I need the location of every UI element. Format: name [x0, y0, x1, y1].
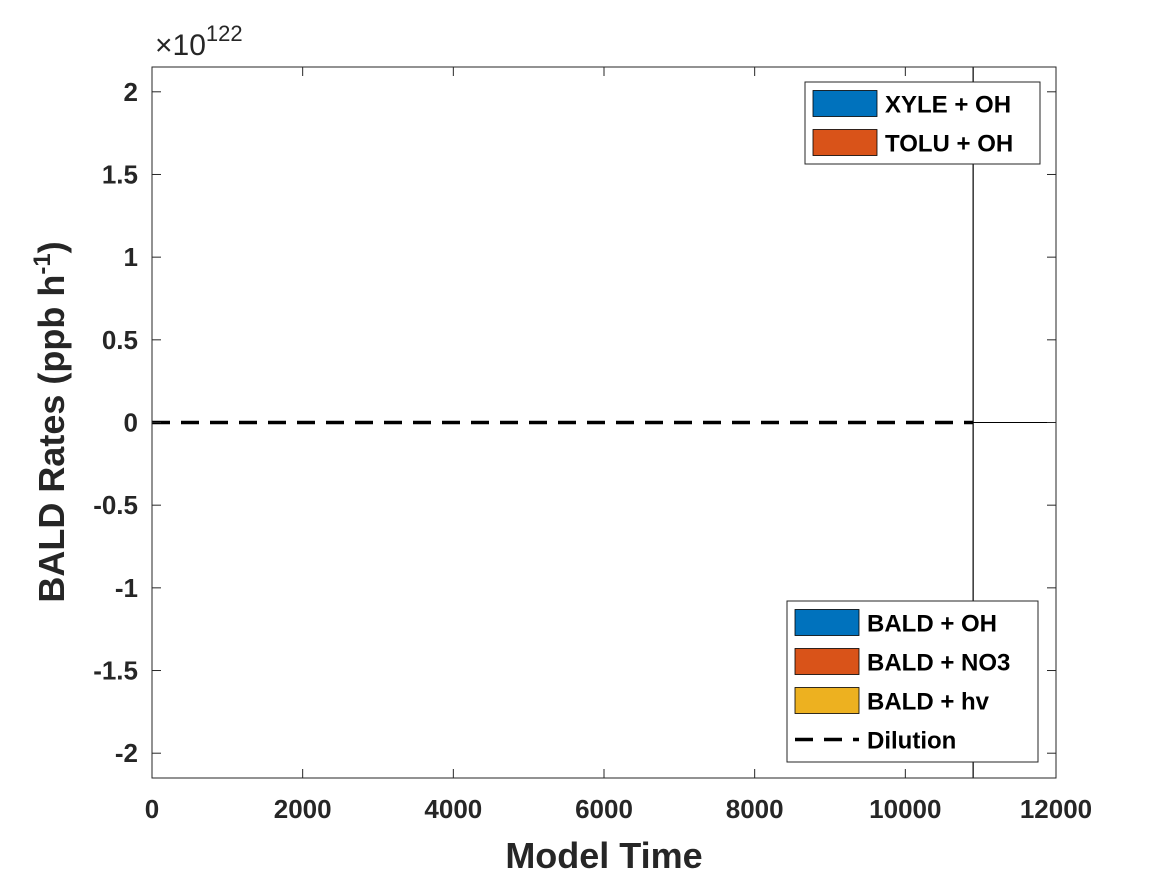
- y-tick-label: 1.5: [102, 159, 138, 189]
- x-tick-label: 4000: [424, 794, 482, 824]
- legend-label-tolu-oh: TOLU + OH: [885, 131, 1013, 158]
- legend-swatch-xyle-oh: [812, 90, 878, 117]
- y-tick-label: -1.5: [93, 656, 138, 686]
- x-tick-label: 12000: [1020, 794, 1092, 824]
- y-tick-label: 1: [124, 242, 138, 272]
- legend-label-bald-oh: BALD + OH: [867, 611, 997, 638]
- y-axis-title-sup: -1: [29, 253, 56, 274]
- x-axis-title: Model Time: [505, 835, 702, 875]
- legend-label-dilution: Dilution: [867, 728, 956, 755]
- y-tick-label: -0.5: [93, 490, 138, 520]
- y-axis-title: BALD Rates (ppb h-1): [29, 241, 72, 602]
- x-tick-label: 8000: [726, 794, 784, 824]
- legend-swatch-bald-no3: [794, 648, 860, 675]
- y-exponent-label: ×10122: [155, 21, 243, 62]
- y-axis-title-main: BALD Rates (ppb h: [31, 275, 72, 603]
- y-exponent-prefix: ×10: [155, 29, 206, 62]
- y-tick-label: -1: [115, 573, 138, 603]
- legend-label-bald-no3: BALD + NO3: [867, 650, 1010, 677]
- y-tick-label: 2: [124, 77, 138, 107]
- y-exponent-power: 122: [206, 21, 243, 46]
- x-tick-label: 6000: [575, 794, 633, 824]
- legend-swatch-bald-oh: [794, 609, 860, 636]
- x-tick-label: 10000: [869, 794, 941, 824]
- legend-label-bald-hv: BALD + hv: [867, 689, 990, 716]
- y-axis-title-close: ): [31, 241, 72, 253]
- legend-loss: BALD + OH BALD + NO3 BALD + hv Dilution: [786, 600, 1039, 763]
- y-tick-label: -2: [115, 738, 138, 768]
- legend-swatch-tolu-oh: [812, 129, 878, 156]
- legend-label-xyle-oh: XYLE + OH: [885, 92, 1011, 119]
- ticks: 0 2000 4000 6000 8000 10000 12000 -2 -1.5 -1 -0.5 0…: [93, 67, 1092, 824]
- legend-production: XYLE + OH TOLU + OH: [804, 81, 1041, 165]
- y-tick-label: 0: [124, 408, 138, 438]
- y-tick-label: 0.5: [102, 325, 138, 355]
- x-tick-label: 2000: [274, 794, 332, 824]
- legend-swatch-bald-hv: [794, 687, 860, 714]
- x-tick-label: 0: [145, 794, 159, 824]
